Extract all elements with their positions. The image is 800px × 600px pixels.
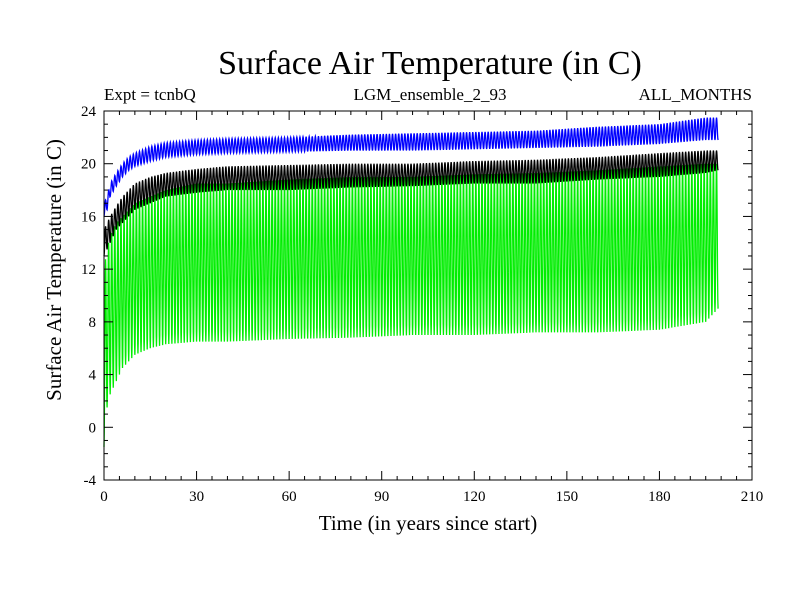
x-tick-label: 0 [100,489,108,505]
x-tick-label: 60 [282,489,297,505]
x-tick-label: 90 [374,489,389,505]
y-tick-label: 0 [89,420,97,436]
y-tick-label: 16 [81,209,97,225]
y-tick-label: 8 [89,315,97,331]
series-black-line [103,150,719,257]
y-tick-label: 4 [89,368,97,384]
x-tick-label: 30 [189,489,204,505]
x-tick-label: 180 [648,489,671,505]
x-axis-label: Time (in years since start) [319,511,538,535]
months-label: ALL_MONTHS [639,85,752,104]
y-tick-label: 12 [81,262,96,278]
chart-title: Surface Air Temperature (in C) [218,45,642,82]
experiment-label: Expt = tcnbQ [104,85,196,104]
y-axis-label: Surface Air Temperature (in C) [42,139,66,401]
x-tick-label: 150 [556,489,579,505]
series-green-line [103,163,719,448]
plot-data-area [103,117,719,448]
series-blue-line [103,117,719,217]
y-tick-label: 20 [81,157,96,173]
y-tick-label: 24 [81,104,97,120]
x-tick-label: 210 [741,489,764,505]
y-tick-label: -4 [84,473,97,489]
x-tick-label: 120 [463,489,486,505]
ensemble-label: LGM_ensemble_2_93 [354,85,507,104]
